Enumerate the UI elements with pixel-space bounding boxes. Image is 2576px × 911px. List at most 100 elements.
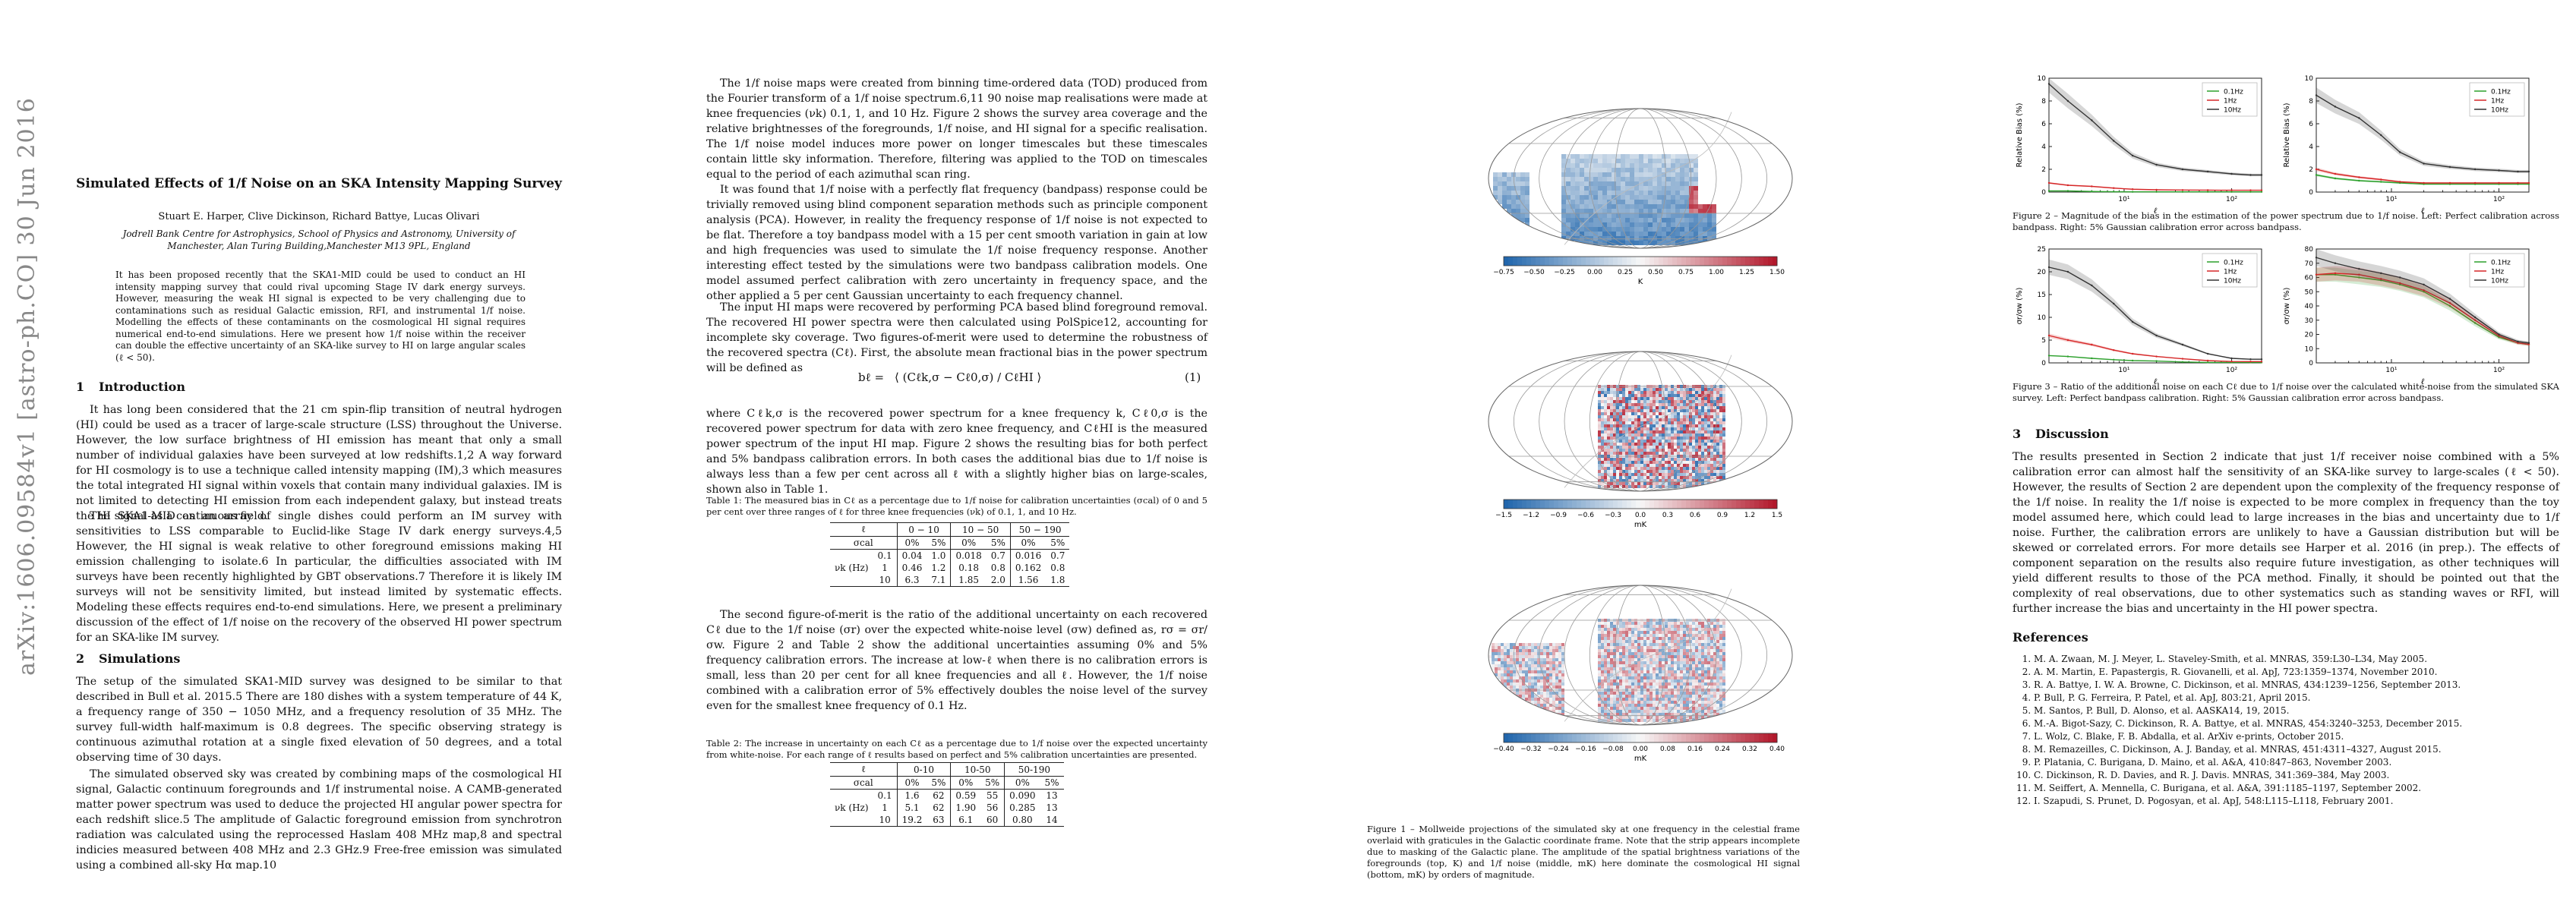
map-pixel xyxy=(1601,467,1604,470)
map-pixel xyxy=(1520,204,1525,209)
map-pixel xyxy=(1610,673,1613,676)
map-pixel xyxy=(1646,464,1649,467)
map-pixel xyxy=(1683,716,1686,719)
map-pixel xyxy=(1716,479,1719,482)
map-pixel xyxy=(1653,172,1657,177)
map-pixel xyxy=(1628,476,1631,479)
colorbar-segment xyxy=(1608,500,1614,509)
map-pixel xyxy=(1656,433,1659,437)
map-pixel xyxy=(1522,679,1525,682)
x-tick-label: 10¹ xyxy=(2118,367,2129,374)
map-pixel xyxy=(1683,464,1686,467)
map-pixel xyxy=(1643,181,1648,186)
map-pixel xyxy=(1598,707,1601,710)
map-pixel xyxy=(1677,391,1680,394)
map-pixel xyxy=(1719,403,1722,406)
map-pixel xyxy=(1713,443,1716,446)
map-pixel xyxy=(1625,682,1628,686)
map-pixel xyxy=(1616,692,1619,695)
map-pixel xyxy=(1701,394,1704,397)
map-pixel xyxy=(1698,236,1703,241)
colorbar-segment xyxy=(1732,733,1737,742)
table-cell-nu: 1 xyxy=(873,802,898,814)
map-pixel xyxy=(1534,643,1537,646)
colorbar-segment xyxy=(1713,500,1719,509)
map-pixel xyxy=(1671,470,1674,473)
map-pixel xyxy=(1519,655,1522,658)
map-pixel xyxy=(1656,692,1659,695)
map-pixel xyxy=(1716,440,1719,443)
map-pixel xyxy=(1634,634,1637,637)
map-pixel xyxy=(1659,625,1662,628)
map-pixel xyxy=(1607,403,1610,406)
map-pixel xyxy=(1643,241,1648,245)
map-pixel xyxy=(1707,628,1710,631)
map-pixel xyxy=(1675,195,1680,200)
map-pixel xyxy=(1683,394,1686,397)
map-pixel xyxy=(1710,652,1713,655)
map-pixel xyxy=(1649,634,1653,637)
map-pixel xyxy=(1662,485,1665,488)
map-pixel xyxy=(1707,646,1710,649)
map-pixel xyxy=(1719,430,1722,433)
map-pixel xyxy=(1634,177,1639,181)
map-pixel xyxy=(1630,241,1634,245)
map-pixel xyxy=(1598,673,1601,676)
map-pixel xyxy=(1593,177,1598,181)
map-pixel xyxy=(1507,195,1511,200)
map-pixel xyxy=(1698,467,1701,470)
map-pixel xyxy=(1713,473,1716,476)
y-tick-label: 8 xyxy=(2041,98,2046,106)
map-pixel xyxy=(1525,686,1528,689)
map-pixel xyxy=(1552,658,1555,661)
map-pixel xyxy=(1692,707,1695,710)
map-pixel xyxy=(1695,698,1698,701)
map-pixel xyxy=(1520,200,1525,204)
legend-label: 1Hz xyxy=(2224,269,2237,276)
map-pixel xyxy=(1575,163,1580,168)
map-pixel xyxy=(1634,652,1637,655)
map-pixel xyxy=(1674,427,1677,430)
map-pixel xyxy=(1704,397,1707,400)
map-pixel xyxy=(1671,652,1674,655)
colorbar-segment xyxy=(1732,500,1737,509)
map-pixel xyxy=(1671,232,1675,236)
map-pixel xyxy=(1593,213,1598,218)
map-pixel xyxy=(1659,682,1662,686)
map-pixel xyxy=(1628,391,1631,394)
map-pixel xyxy=(1646,437,1649,440)
map-pixel xyxy=(1552,686,1555,689)
map-pixel xyxy=(1610,664,1613,667)
map-pixel xyxy=(1686,458,1689,461)
map-pixel xyxy=(1704,640,1707,643)
map-pixel xyxy=(1637,467,1640,470)
map-pixel xyxy=(1704,646,1707,649)
map-pixel xyxy=(1674,476,1677,479)
map-pixel xyxy=(1680,204,1684,209)
map-pixel xyxy=(1677,394,1680,397)
map-pixel xyxy=(1643,218,1648,222)
map-pixel xyxy=(1675,227,1680,232)
map-pixel xyxy=(1566,191,1571,195)
map-pixel xyxy=(1653,470,1656,473)
map-pixel xyxy=(1634,664,1637,667)
map-pixel xyxy=(1607,673,1610,676)
map-pixel xyxy=(1504,667,1507,670)
map-pixel xyxy=(1628,643,1631,646)
map-pixel xyxy=(1653,637,1656,640)
map-pixel xyxy=(1677,695,1680,698)
map-pixel xyxy=(1666,200,1671,204)
map-pixel xyxy=(1680,710,1683,713)
map-pixel xyxy=(1625,625,1628,628)
colorbar-segment xyxy=(1654,257,1659,266)
map-pixel xyxy=(1558,667,1561,670)
data-point xyxy=(2066,184,2069,187)
map-pixel xyxy=(1649,707,1653,710)
map-pixel xyxy=(1668,640,1671,643)
map-pixel xyxy=(1593,159,1598,163)
map-pixel xyxy=(1637,446,1640,449)
map-pixel xyxy=(1622,406,1625,409)
map-pixel xyxy=(1631,661,1634,664)
map-pixel xyxy=(1558,673,1561,676)
map-pixel xyxy=(1704,652,1707,655)
